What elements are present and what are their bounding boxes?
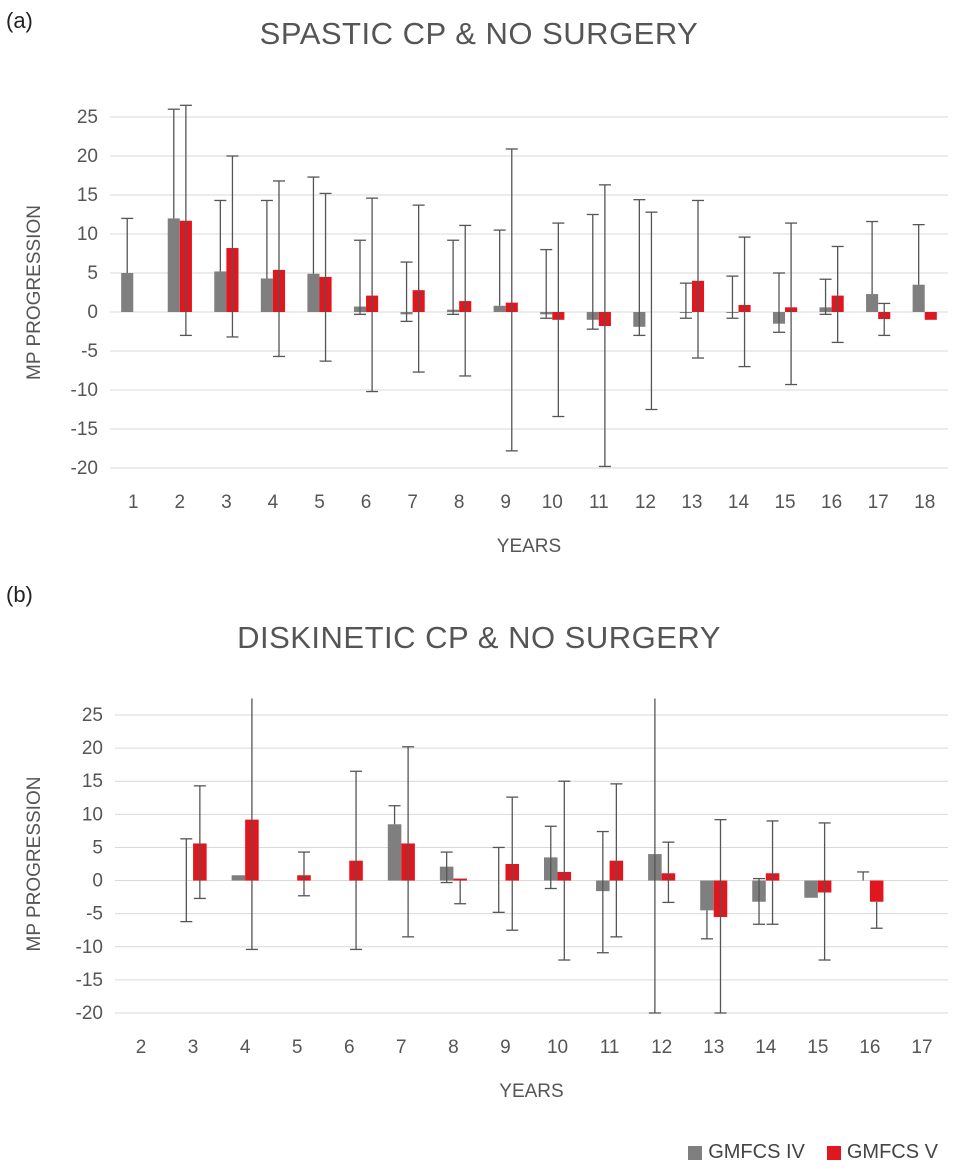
y-tick-label: 20 [77,146,98,167]
x-tick-label: 16 [821,492,842,513]
y-tick-label: -10 [76,937,103,958]
x-tick-label: 6 [344,1037,355,1058]
y-axis-title: MP PROGRESSION [24,777,45,952]
legend-swatch-gmfcs-iv [688,1145,703,1160]
x-tick-label: 9 [500,1037,511,1058]
x-tick-label: 4 [268,492,279,513]
x-tick-label: 8 [454,492,465,513]
legend-swatch-gmfcs-v [826,1145,841,1160]
bar-gmfcs-iv [493,305,506,312]
y-axis-title: MP PROGRESSION [24,205,45,380]
x-tick-label: 2 [175,492,186,513]
x-tick-label: 2 [136,1037,147,1058]
bar-gmfcs-iv [866,294,879,312]
bar-gmfcs-iv [804,880,818,898]
y-tick-label: 25 [82,705,103,726]
chart-b: 25 20 15 10 5 0 -5 -10 -15 -20 2 3 4 5 6 7 8 9 10 11 12 13 14 1… [24,698,948,1102]
legend-item-gmfcs-iv: GMFCS IV [688,1141,805,1164]
y-tick-label: 0 [92,871,103,892]
y-tick-label: 5 [87,263,98,284]
y-tick-label: -20 [76,1003,103,1024]
bar-gmfcs-iv [260,278,273,312]
y-tick-label: -5 [86,904,103,925]
bar-gmfcs-iv [121,273,134,312]
y-tick-label: 15 [77,185,98,206]
bar-gmfcs-iv [167,218,180,312]
bar-gmfcs-iv [912,284,925,312]
x-tick-label: 13 [681,492,702,513]
x-tick-label: 18 [914,492,935,513]
x-axis-title: YEARS [499,1081,563,1102]
y-tick-label: 15 [82,771,103,792]
y-tick-label: -20 [71,458,98,479]
x-tick-label: 15 [774,492,795,513]
y-tick-label: 10 [77,224,98,245]
legend-label-gmfcs-iv: GMFCS IV [708,1141,805,1163]
y-tick-label: 5 [92,837,103,858]
bar-gmfcs-iv [700,880,714,911]
x-tick-label: 5 [292,1037,303,1058]
x-tick-label: 1 [128,492,139,513]
panel-a-label: (a) [6,8,33,33]
bar-gmfcs-iv [307,273,320,312]
y-tick-label: -15 [71,419,98,440]
x-tick-label: 11 [589,492,609,513]
x-tick-label: 3 [221,492,232,513]
bar-gmfcs-v [924,312,937,320]
x-tick-label: 12 [635,492,656,513]
x-tick-label: 14 [728,492,750,513]
x-tick-label: 13 [703,1037,724,1058]
x-tick-label: 5 [314,492,325,513]
x-tick-label: 7 [407,492,418,513]
bar-gmfcs-iv [387,824,402,881]
y-tick-label: -10 [71,380,98,401]
x-tick-label: 17 [911,1037,932,1058]
x-tick-label: 15 [807,1037,828,1058]
y-tick-label: 10 [82,804,103,825]
x-tick-label: 14 [755,1037,777,1058]
x-tick-label: 7 [396,1037,407,1058]
x-tick-label: 3 [188,1037,199,1058]
y-tick-label: 20 [82,738,103,759]
x-tick-label: 17 [868,492,889,513]
bar-gmfcs-v [869,880,884,902]
legend: GMFCS IV GMFCS V [688,1141,938,1164]
y-tick-label: 25 [77,107,98,128]
x-tick-label: 12 [651,1037,672,1058]
chart-a-title: SPASTIC CP & NO SURGERY [259,16,699,51]
x-axis-title: YEARS [497,536,561,557]
legend-item-gmfcs-v: GMFCS V [826,1141,938,1164]
bar-gmfcs-iv [231,875,246,881]
chart-b-title: DISKINETIC CP & NO SURGERY [237,620,721,655]
legend-label-gmfcs-v: GMFCS V [846,1141,938,1163]
x-tick-label: 8 [448,1037,459,1058]
panel-b-label: (b) [6,582,33,607]
x-tick-label: 10 [547,1037,568,1058]
x-tick-label: 6 [361,492,372,513]
y-tick-label: -15 [76,970,103,991]
y-tick-label: 0 [87,302,98,323]
bar-gmfcs-iv [214,271,227,312]
x-tick-label: 11 [600,1037,620,1058]
x-tick-label: 10 [542,492,563,513]
x-tick-label: 9 [500,492,511,513]
y-tick-label: -5 [81,341,98,362]
x-tick-label: 4 [240,1037,251,1058]
x-tick-label: 16 [859,1037,880,1058]
